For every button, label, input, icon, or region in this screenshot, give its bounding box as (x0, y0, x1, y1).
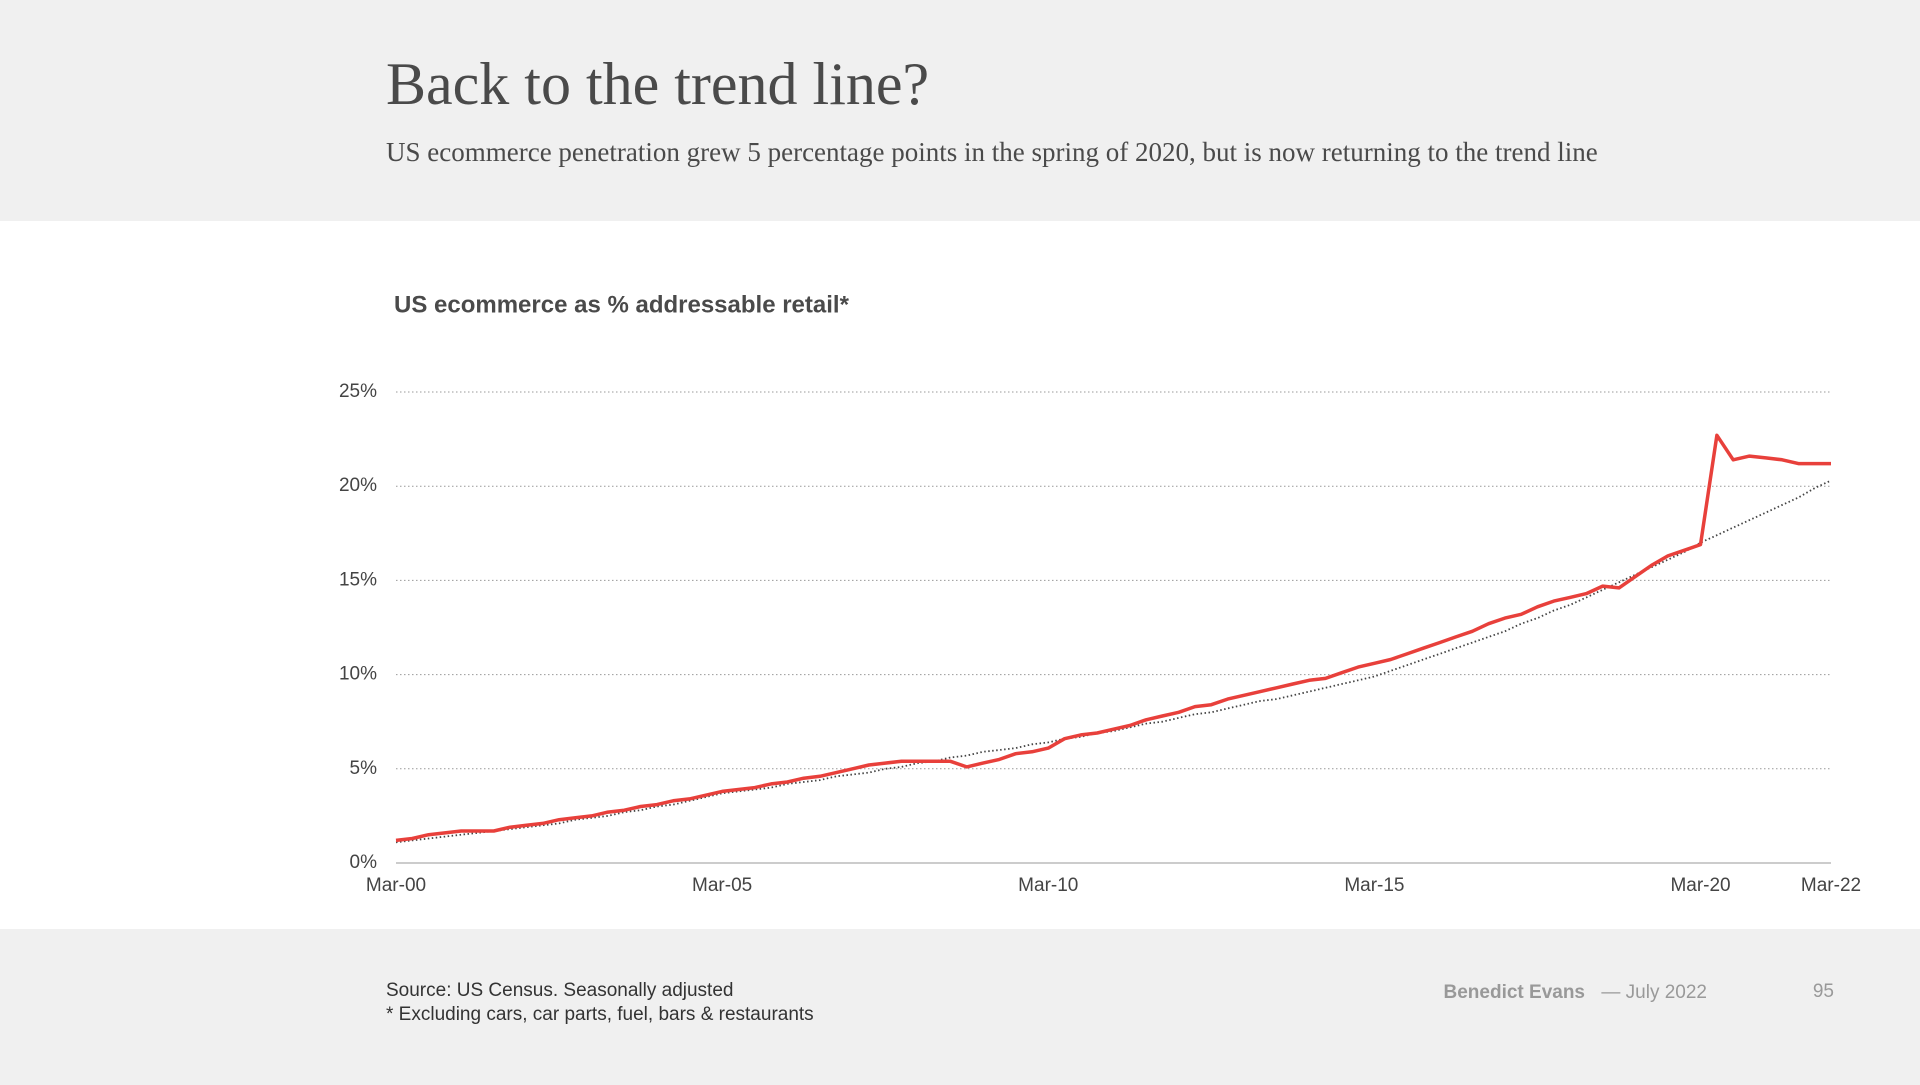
y-tick-label: 20% (339, 475, 377, 496)
x-tick-label: Mar-05 (692, 875, 752, 896)
data-line (395, 433, 1831, 843)
y-tick-label: 0% (350, 852, 378, 873)
page-number: 95 (1813, 981, 1834, 1002)
x-tick-label: Mar-20 (1670, 875, 1730, 896)
y-tick-label: 15% (339, 569, 377, 590)
y-tick-label: 5% (350, 758, 378, 779)
footnote: * Excluding cars, car parts, fuel, bars … (386, 1004, 814, 1025)
date: — July 2022 (1601, 982, 1707, 1003)
source: Source: US Census. Seasonally adjusted (386, 980, 733, 1001)
y-tick-label: 25% (339, 381, 377, 402)
author: Benedict Evans (1444, 982, 1586, 1003)
chart-area (0, 221, 1920, 929)
y-tick-label: 10% (339, 664, 377, 685)
x-tick-label: Mar-10 (1018, 875, 1078, 896)
trend-line (395, 479, 1832, 844)
x-tick-label: Mar-00 (366, 875, 426, 896)
slide-subtitle: US ecommerce penetration grew 5 percenta… (386, 137, 1598, 167)
chart-title: US ecommerce as % addressable retail* (394, 291, 850, 318)
header-band (0, 0, 1920, 221)
slide-title: Back to the trend line? (386, 51, 929, 117)
x-tick-label: Mar-22 (1801, 875, 1861, 896)
x-tick-label: Mar-15 (1344, 875, 1404, 896)
